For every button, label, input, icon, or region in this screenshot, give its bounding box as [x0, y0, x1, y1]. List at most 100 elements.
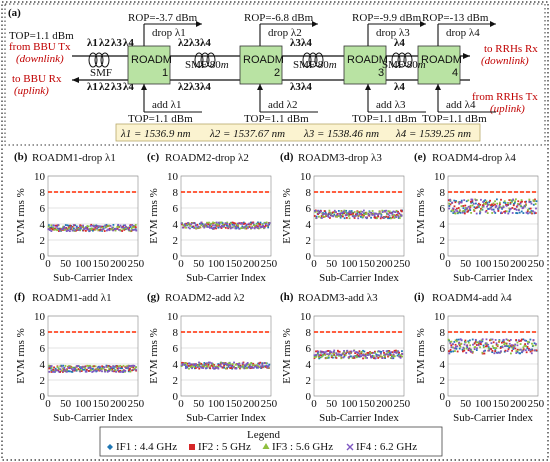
data-point	[393, 349, 396, 352]
data-point	[508, 346, 511, 349]
data-point	[528, 198, 531, 201]
data-point	[74, 366, 77, 369]
data-point	[313, 215, 316, 217]
y-tick-label: 2	[173, 375, 179, 387]
data-point	[450, 350, 453, 353]
data-point	[389, 212, 392, 215]
data-point	[361, 213, 364, 216]
data-point	[515, 212, 518, 214]
data-point	[381, 357, 384, 359]
data-point	[255, 364, 258, 367]
data-point	[392, 353, 395, 356]
data-point	[82, 229, 85, 232]
data-point	[97, 365, 100, 368]
data-point	[531, 212, 533, 215]
chart-title: ROADM4-drop λ4	[432, 152, 516, 164]
data-point	[490, 342, 493, 345]
data-point	[260, 365, 262, 368]
data-point	[523, 204, 526, 207]
x-tick-label: 200	[376, 258, 393, 270]
data-point	[105, 365, 108, 368]
data-point	[341, 213, 344, 216]
data-point	[375, 354, 378, 357]
data-point	[384, 353, 387, 356]
y-tick-label: 6	[306, 203, 312, 215]
data-point	[356, 212, 359, 215]
data-point	[401, 209, 403, 212]
data-point	[209, 224, 211, 227]
data-point	[508, 339, 511, 342]
data-point	[485, 200, 488, 203]
data-point	[344, 354, 347, 357]
data-point	[377, 357, 380, 359]
data-point	[210, 362, 213, 365]
y-tick-label: 8	[440, 327, 446, 339]
data-point	[91, 227, 93, 230]
data-point	[457, 338, 460, 341]
data-point	[361, 210, 364, 213]
data-point	[343, 212, 346, 215]
data-point	[73, 369, 76, 372]
y-tick-label: 8	[40, 187, 46, 199]
data-point	[237, 226, 240, 229]
data-point	[499, 203, 501, 206]
data-point	[237, 222, 239, 225]
data-point	[114, 228, 117, 231]
data-point	[94, 226, 97, 229]
data-point	[462, 205, 465, 207]
x-tick-label: 50	[460, 398, 472, 410]
data-point	[109, 368, 112, 370]
data-point	[506, 339, 509, 342]
span-lambda: λ3	[189, 81, 200, 93]
data-point	[479, 210, 481, 213]
chart-panel-label: (e)	[414, 151, 427, 163]
data-point	[349, 213, 352, 216]
data-point	[348, 214, 350, 216]
data-point	[105, 364, 108, 367]
data-point	[458, 209, 461, 211]
data-point	[62, 225, 65, 228]
data-point	[186, 365, 189, 368]
data-point	[357, 352, 360, 354]
data-point	[454, 346, 457, 348]
data-point	[490, 348, 493, 350]
data-point	[341, 353, 343, 356]
y-axis-label: EVM rms %	[15, 188, 27, 244]
roadm-3: ROADM3	[343, 45, 388, 85]
data-point	[240, 227, 243, 229]
data-point	[93, 365, 96, 368]
data-point	[376, 217, 378, 219]
fiber-spool	[308, 52, 318, 68]
data-point	[335, 352, 338, 355]
data-point	[529, 348, 532, 351]
network-diagram: (a) TOP=1.1 dBm from BBU Tx (downlink) t…	[8, 7, 538, 142]
data-point	[508, 342, 511, 345]
data-point	[484, 201, 487, 204]
data-point	[225, 367, 228, 370]
data-point	[530, 202, 533, 205]
data-point	[511, 344, 513, 347]
data-point	[92, 224, 95, 227]
data-point	[103, 366, 106, 369]
y-tick-label: 10	[34, 171, 46, 183]
data-point	[365, 211, 368, 214]
plot-frame	[447, 175, 539, 257]
drop-arrow	[420, 21, 426, 27]
smf-first-label: SMF	[90, 67, 112, 79]
data-point	[54, 227, 56, 230]
data-point	[226, 224, 228, 227]
data-points	[48, 364, 138, 373]
legend-marker	[346, 443, 354, 451]
data-point	[360, 352, 363, 355]
data-point	[108, 365, 111, 367]
data-point	[519, 343, 522, 345]
data-point	[465, 208, 467, 211]
data-point	[252, 222, 255, 225]
data-point	[117, 365, 120, 368]
data-point	[364, 216, 367, 219]
data-point	[355, 356, 358, 359]
data-point	[216, 366, 219, 369]
data-point	[484, 210, 487, 213]
data-point	[114, 229, 117, 232]
data-point	[369, 352, 372, 354]
